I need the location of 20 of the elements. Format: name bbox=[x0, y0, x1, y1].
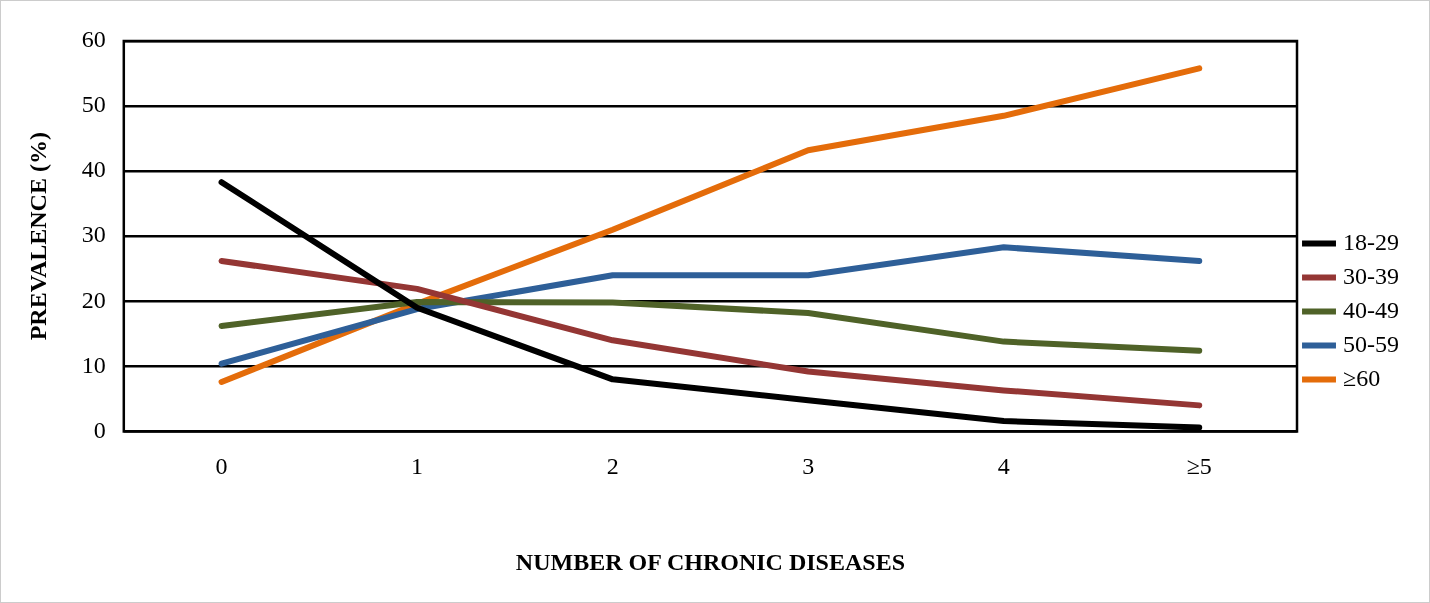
x-tick-label: 2 bbox=[606, 453, 619, 480]
x-tick-label: 3 bbox=[802, 453, 815, 480]
y-tick-label: 50 bbox=[81, 91, 106, 118]
legend-label: 50-59 bbox=[1343, 330, 1400, 357]
legend-label: 30-39 bbox=[1343, 262, 1400, 289]
legend-label: ≥60 bbox=[1343, 364, 1381, 391]
legend-label: 18-29 bbox=[1343, 228, 1400, 255]
y-tick-label: 40 bbox=[81, 156, 106, 183]
x-tick-label: 1 bbox=[411, 453, 424, 480]
y-axis-title: PREVALENCE (%) bbox=[24, 132, 51, 341]
x-tick-label: 0 bbox=[215, 453, 228, 480]
y-tick-label: 0 bbox=[93, 416, 106, 443]
x-tick-label: ≥5 bbox=[1186, 453, 1212, 480]
y-tick-label: 10 bbox=[81, 351, 106, 378]
x-tick-label: 4 bbox=[997, 453, 1010, 480]
y-tick-label: 20 bbox=[81, 286, 106, 313]
x-axis-title: NUMBER OF CHRONIC DISEASES bbox=[515, 548, 905, 575]
legend-label: 40-49 bbox=[1343, 296, 1400, 323]
y-tick-label: 60 bbox=[81, 26, 106, 53]
y-tick-label: 30 bbox=[81, 221, 106, 248]
